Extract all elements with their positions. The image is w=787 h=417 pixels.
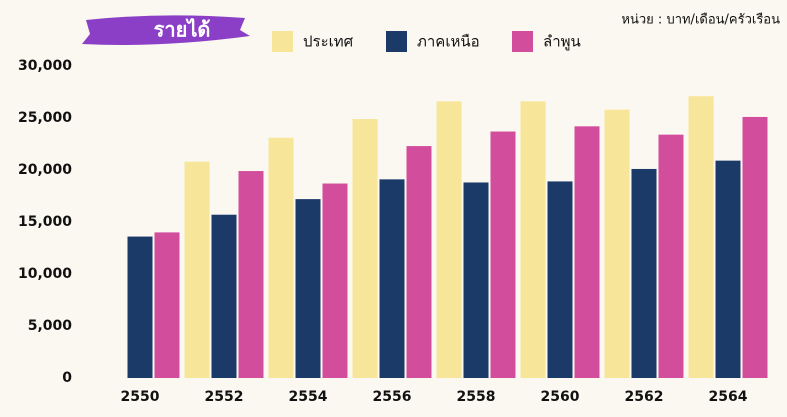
bar bbox=[269, 138, 294, 378]
x-tick-label: 2562 bbox=[625, 389, 664, 405]
chart-title: รายได้ bbox=[154, 18, 211, 42]
x-tick-label: 2556 bbox=[373, 389, 412, 405]
legend-label: ภาคเหนือ bbox=[417, 33, 480, 51]
x-tick-label: 2558 bbox=[457, 389, 496, 405]
legend-swatch bbox=[512, 31, 533, 52]
bar bbox=[605, 110, 630, 378]
bar bbox=[323, 184, 348, 378]
page: {"chart_data": {"type": "bar", "title": … bbox=[0, 0, 787, 417]
unit-note: หน่วย : บาท/เดือน/ครัวเรือน bbox=[621, 12, 780, 28]
y-tick-label: 5,000 bbox=[28, 318, 73, 334]
bar bbox=[548, 181, 573, 378]
y-tick-label: 15,000 bbox=[18, 214, 72, 230]
bar bbox=[743, 117, 768, 378]
bar bbox=[659, 135, 684, 378]
bar bbox=[464, 182, 489, 378]
y-tick-label: 30,000 bbox=[18, 58, 72, 74]
y-tick-label: 10,000 bbox=[18, 266, 72, 282]
x-tick-label: 2550 bbox=[121, 389, 160, 405]
bar bbox=[407, 146, 432, 378]
chart: รายได้ หน่วย : บาท/เดือน/ครัวเรือน 0 5,00… bbox=[0, 0, 787, 417]
bar bbox=[239, 171, 264, 378]
bar bbox=[128, 237, 153, 378]
x-tick-label: 2554 bbox=[289, 389, 328, 405]
legend-label: ประเทศ bbox=[303, 33, 354, 51]
legend-label: ลำพูน bbox=[543, 33, 581, 51]
x-tick-label: 2564 bbox=[709, 389, 748, 405]
legend-swatch bbox=[272, 31, 293, 52]
bar bbox=[353, 119, 378, 378]
bar bbox=[689, 96, 714, 378]
bar bbox=[437, 101, 462, 378]
bar bbox=[380, 179, 405, 378]
x-tick-label: 2560 bbox=[541, 389, 580, 405]
bar bbox=[491, 132, 516, 378]
y-tick-label: 20,000 bbox=[18, 162, 72, 178]
bar bbox=[296, 199, 321, 378]
bar bbox=[521, 101, 546, 378]
bar bbox=[632, 169, 657, 378]
bar bbox=[155, 232, 180, 378]
bar bbox=[212, 215, 237, 378]
x-tick-label: 2552 bbox=[205, 389, 244, 405]
bar bbox=[185, 162, 210, 378]
bar bbox=[716, 161, 741, 378]
y-tick-label: 25,000 bbox=[18, 110, 72, 126]
bar bbox=[575, 126, 600, 378]
y-tick-label: 0 bbox=[62, 370, 72, 386]
legend-swatch bbox=[386, 31, 407, 52]
